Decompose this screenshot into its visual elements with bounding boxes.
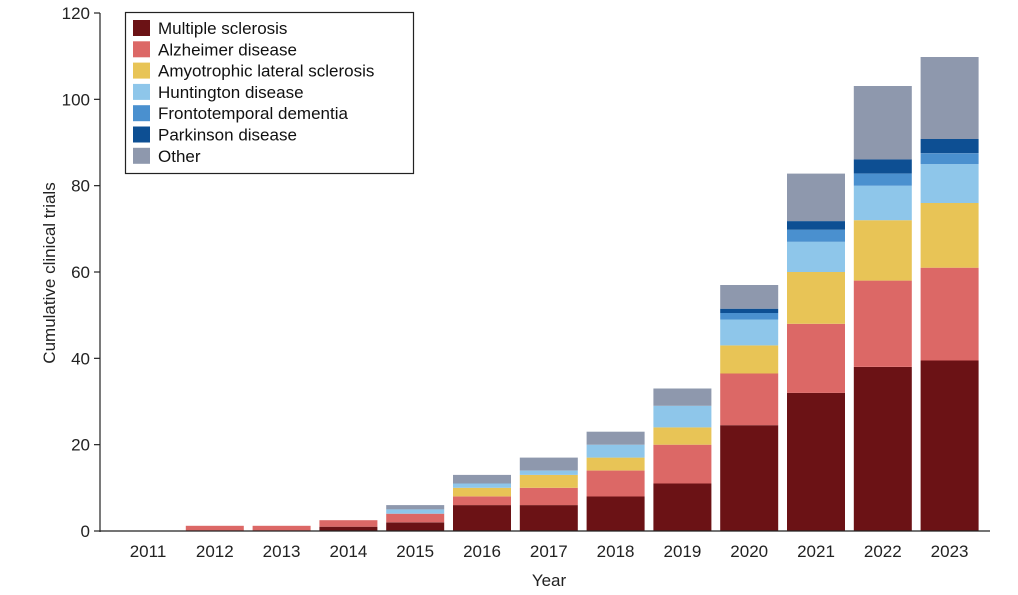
- bar-2020-series-2: [720, 345, 779, 374]
- bar-2020-series-6: [720, 285, 779, 309]
- y-axis-title: Cumulative clinical trials: [40, 182, 59, 363]
- bar-2021-series-4: [787, 229, 845, 242]
- y-tick-label-0: 0: [81, 522, 90, 541]
- x-tick-label-2019: 2019: [663, 542, 701, 561]
- bar-2020-series-3: [720, 319, 779, 346]
- x-tick-label-2016: 2016: [463, 542, 501, 561]
- bar-2022-series-4: [853, 173, 912, 186]
- legend-label-0: Multiple sclerosis: [158, 19, 287, 38]
- bar-2023-series-2: [920, 202, 979, 268]
- x-tick-label-2020: 2020: [730, 542, 768, 561]
- x-tick-label-2011: 2011: [130, 542, 167, 561]
- bar-2022-series-2: [853, 220, 912, 281]
- x-tick-label-2022: 2022: [864, 542, 902, 561]
- x-tick-label-2017: 2017: [530, 542, 568, 561]
- bar-2022-series-3: [853, 185, 912, 221]
- bar-2017-series-2: [519, 474, 578, 488]
- bar-2018-series-0: [586, 496, 645, 531]
- bar-2017-series-3: [519, 470, 578, 475]
- y-tick-label-100: 100: [62, 90, 90, 109]
- x-tick-label-2013: 2013: [263, 542, 301, 561]
- bar-2022-series-6: [853, 86, 912, 160]
- bar-2023-series-6: [920, 57, 979, 139]
- legend-swatch-3: [133, 83, 150, 100]
- x-tick-label-2015: 2015: [396, 542, 434, 561]
- legend-label-6: Other: [158, 147, 201, 166]
- bar-2021-series-5: [787, 221, 845, 230]
- bar-2023-series-3: [920, 164, 979, 203]
- bar-2022-series-5: [853, 159, 912, 174]
- bar-2019-series-2: [653, 427, 712, 445]
- legend-swatch-4: [133, 105, 150, 122]
- bar-2021-series-1: [787, 323, 845, 393]
- bar-2016-series-6: [453, 474, 511, 484]
- bar-2017-series-0: [519, 505, 578, 531]
- x-tick-label-2021: 2021: [797, 542, 835, 561]
- bar-2020-series-4: [720, 313, 779, 320]
- bar-2021-series-2: [787, 272, 845, 324]
- y-tick-label-80: 80: [71, 177, 90, 196]
- legend-label-2: Amyotrophic lateral sclerosis: [158, 62, 374, 81]
- legend-label-3: Huntington disease: [158, 83, 304, 102]
- legend-label-4: Frontotemporal dementia: [158, 104, 348, 123]
- x-tick-label-2014: 2014: [329, 542, 367, 561]
- x-tick-label-2012: 2012: [196, 542, 234, 561]
- bar-2022-series-0: [853, 367, 912, 531]
- bar-2014-series-0: [319, 526, 378, 531]
- bar-2017-series-1: [519, 487, 578, 506]
- legend-swatch-5: [133, 126, 150, 143]
- legend-swatch-0: [133, 20, 150, 36]
- bar-2023-series-0: [920, 360, 979, 531]
- bar-2021-series-3: [787, 241, 845, 272]
- bar-2015-series-0: [386, 522, 445, 531]
- bar-2015-series-1: [386, 513, 445, 523]
- bar-2018-series-6: [586, 431, 645, 445]
- bar-2013-series-1: [252, 525, 311, 531]
- bar-2021-series-0: [787, 392, 845, 531]
- axes-group: 0 20 40 60 80 100 120 2011 2012 2013 2014 2015 2016 2…: [62, 4, 990, 561]
- bar-2023-series-1: [920, 267, 979, 361]
- y-tick-label-20: 20: [71, 436, 90, 455]
- bar-2015-series-3: [386, 509, 445, 514]
- legend-swatch-2: [133, 62, 150, 79]
- bars-group: [185, 57, 979, 531]
- bar-2018-series-2: [586, 457, 645, 471]
- bar-2019-series-6: [653, 388, 712, 406]
- legend-label-5: Parkinson disease: [158, 126, 297, 145]
- bar-2015-series-6: [386, 505, 445, 510]
- bar-2014-series-1: [319, 520, 378, 527]
- bar-2020-series-0: [720, 425, 779, 531]
- bar-2019-series-3: [653, 405, 712, 428]
- bar-2012-series-1: [185, 525, 244, 531]
- bar-2018-series-3: [586, 444, 645, 458]
- bar-2020-series-1: [720, 373, 779, 426]
- legend-swatch-1: [133, 41, 150, 58]
- legend: Multiple sclerosis Alzheimer disease Amyot…: [124, 11, 415, 175]
- y-tick-label-120: 120: [62, 4, 90, 23]
- bar-2021-series-6: [787, 173, 845, 222]
- bar-2016-series-0: [453, 505, 511, 531]
- x-tick-label-2023: 2023: [931, 542, 969, 561]
- legend-box: [124, 11, 415, 175]
- bar-2017-series-6: [519, 457, 578, 471]
- bar-2020-series-5: [720, 308, 779, 313]
- bar-2018-series-1: [586, 470, 645, 497]
- x-tick-label-2018: 2018: [597, 542, 635, 561]
- legend-swatch-6: [133, 147, 150, 164]
- bar-2019-series-1: [653, 444, 712, 484]
- bar-2016-series-3: [453, 483, 511, 488]
- bar-2022-series-1: [853, 280, 912, 367]
- bar-2019-series-0: [653, 483, 712, 531]
- y-tick-label-40: 40: [71, 349, 90, 368]
- bar-2016-series-1: [453, 496, 511, 506]
- bar-2023-series-4: [920, 153, 979, 165]
- bar-2023-series-5: [920, 139, 979, 154]
- x-axis-title: Year: [532, 571, 567, 590]
- y-tick-label-60: 60: [71, 263, 90, 282]
- bar-2016-series-2: [453, 487, 511, 497]
- legend-label-1: Alzheimer disease: [158, 40, 297, 59]
